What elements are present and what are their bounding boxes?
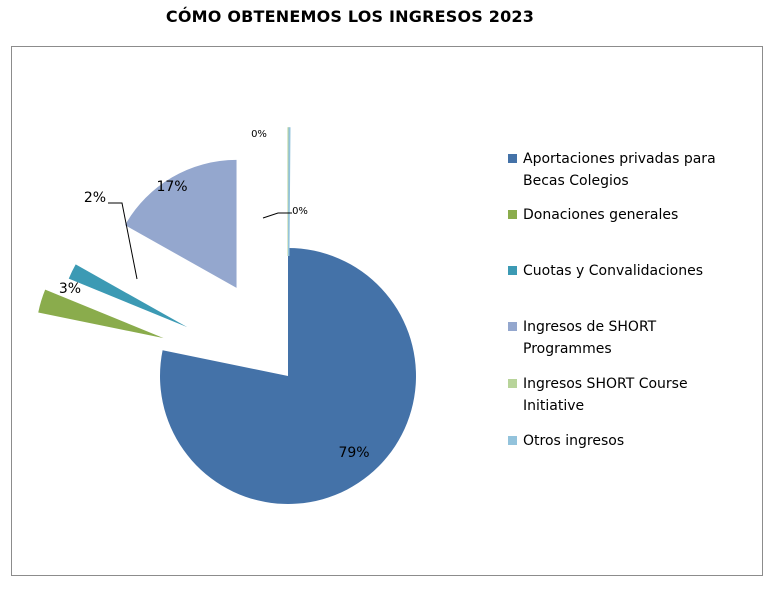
legend-label: Donaciones generales [523, 207, 679, 223]
data-label-4: 0% [251, 129, 267, 140]
pie-slice-1 [38, 289, 164, 339]
legend-label: Cuotas y Convalidaciones [523, 263, 704, 279]
leader-line-5 [262, 212, 292, 219]
pie-slice-2 [68, 264, 188, 328]
legend-item-aportaciones: Aportaciones privadas para Becas Colegio… [508, 148, 758, 192]
legend-swatch [508, 266, 517, 275]
legend-swatch [508, 436, 517, 445]
legend-swatch [508, 210, 517, 219]
pie-slice-0 [159, 248, 416, 504]
data-label-0: 79% [338, 445, 369, 461]
legend-label: Aportaciones privadas para Becas Colegio… [523, 151, 716, 189]
chart-title: CÓMO OBTENEMOS LOS INGRESOS 2023 [165, 7, 535, 26]
data-label-5: 0% [292, 206, 308, 217]
data-label-3: 17% [156, 179, 187, 195]
legend-item-donaciones: Donaciones generales [508, 204, 758, 226]
legend-item-otros: Otros ingresos [508, 430, 758, 452]
legend-item-short-course: Ingresos SHORT Course Initiative [508, 373, 758, 417]
legend-swatch [508, 379, 517, 388]
legend-swatch [508, 154, 517, 163]
chart-frame [11, 46, 763, 576]
legend-label: Ingresos SHORT Course Initiative [523, 376, 688, 414]
legend-label: Otros ingresos [523, 433, 625, 449]
pie-slice-3 [125, 159, 237, 288]
data-label-2: 2% [84, 190, 106, 206]
legend-label: Ingresos de SHORT Programmes [523, 319, 657, 357]
legend-swatch [508, 322, 517, 331]
pie-slice-5 [287, 127, 291, 257]
legend-item-cuotas: Cuotas y Convalidaciones [508, 260, 758, 282]
leader-line-2 [108, 202, 138, 280]
legend-item-short-programmes: Ingresos de SHORT Programmes [508, 316, 758, 360]
data-label-1: 3% [59, 281, 81, 297]
